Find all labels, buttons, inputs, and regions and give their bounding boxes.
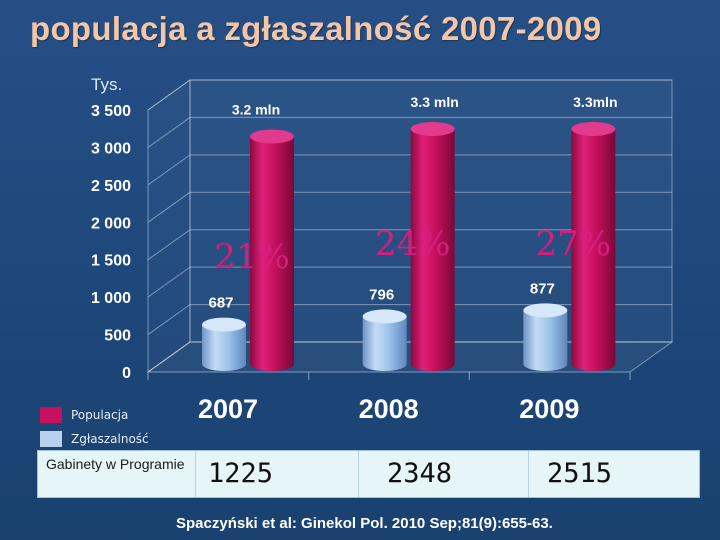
y-tick-label: 3 000	[91, 140, 131, 157]
chart-side-wall	[147, 79, 191, 373]
bar-zglaszalnosc-2008	[362, 316, 407, 372]
y-tick-label: 2 500	[91, 178, 131, 195]
annotation-percent-2009: 27%	[536, 224, 612, 264]
data-label-zglaszalnosc-2008: 796	[369, 286, 394, 303]
legend-label-populacja: Populacja	[71, 408, 129, 422]
table-cell-2007: 1225	[196, 451, 359, 497]
y-tick-label: 500	[104, 328, 131, 345]
bar-populacja-2009	[571, 128, 616, 372]
legend-swatch-populacja	[40, 407, 62, 423]
gridline	[147, 79, 672, 111]
legend-item-zglaszalnosc: Zgłaszalność	[40, 427, 149, 451]
y-tick-label: 2 000	[91, 215, 131, 232]
x-category-label-2009: 2009	[519, 394, 579, 424]
data-label-zglaszalnosc-2007: 687	[208, 295, 233, 312]
x-category-label-2008: 2008	[359, 394, 419, 424]
gabinety-table: Gabinety w Programie 1225 2348 2515	[37, 450, 700, 498]
gridline	[147, 191, 672, 223]
legend-swatch-zglaszalnosc	[40, 431, 62, 447]
table-cell-2009: 2515	[529, 451, 699, 497]
bar-populacja-2007-top	[250, 129, 294, 144]
gridline	[147, 154, 672, 186]
legend-label-zglaszalnosc: Zgłaszalność	[71, 432, 149, 446]
gridline	[147, 341, 672, 373]
gridline	[147, 304, 672, 335]
table-cell-2008: 2348	[359, 451, 529, 497]
chart-legend: Populacja Zgłaszalność	[40, 403, 149, 451]
annotation-percent-2008: 24%	[375, 224, 451, 264]
annotation-percent-2007: 21%	[214, 237, 290, 277]
bar-zglaszalnosc-2007-top	[202, 317, 246, 332]
table-row-label: Gabinety w Programie	[38, 451, 196, 497]
x-category-label-2007: 2007	[198, 394, 258, 424]
data-label-populacja-2009: 3.3mln	[573, 94, 617, 110]
data-label-populacja-2007: 3.2 mln	[232, 101, 280, 117]
bar-chart: 0 500 1 000 1 500 2 000 2 500 3 000 3 500 Tys. 3.…	[91, 75, 674, 424]
slide-title: populacja a zgłaszalność 2007-2009	[30, 10, 602, 47]
bar-zglaszalnosc-2009-top	[523, 303, 568, 318]
bar-populacja-2008-top	[410, 121, 455, 136]
gridline	[147, 116, 672, 148]
bar-zglaszalnosc-2008-top	[362, 309, 407, 324]
data-label-populacja-2008: 3.3 mln	[411, 94, 459, 110]
legend-item-populacja: Populacja	[40, 403, 149, 427]
gridline	[147, 266, 672, 298]
bar-populacja-2009-top	[571, 121, 616, 136]
y-tick-label: 3 500	[91, 103, 131, 120]
y-tick-label: 1 500	[91, 253, 131, 270]
gridline	[147, 229, 672, 261]
data-label-zglaszalnosc-2009: 877	[530, 280, 555, 297]
y-tick-label: 0	[122, 365, 131, 382]
bar-populacja-2008	[410, 128, 455, 372]
y-axis-label: Tys.	[91, 75, 122, 94]
bar-populacja-2007	[250, 136, 294, 371]
bar-zglaszalnosc-2007	[202, 324, 246, 371]
bar-zglaszalnosc-2009	[523, 310, 568, 372]
y-tick-label: 1 000	[91, 290, 131, 307]
source-citation: Spaczyński et al: Ginekol Pol. 2010 Sep;…	[176, 515, 553, 532]
